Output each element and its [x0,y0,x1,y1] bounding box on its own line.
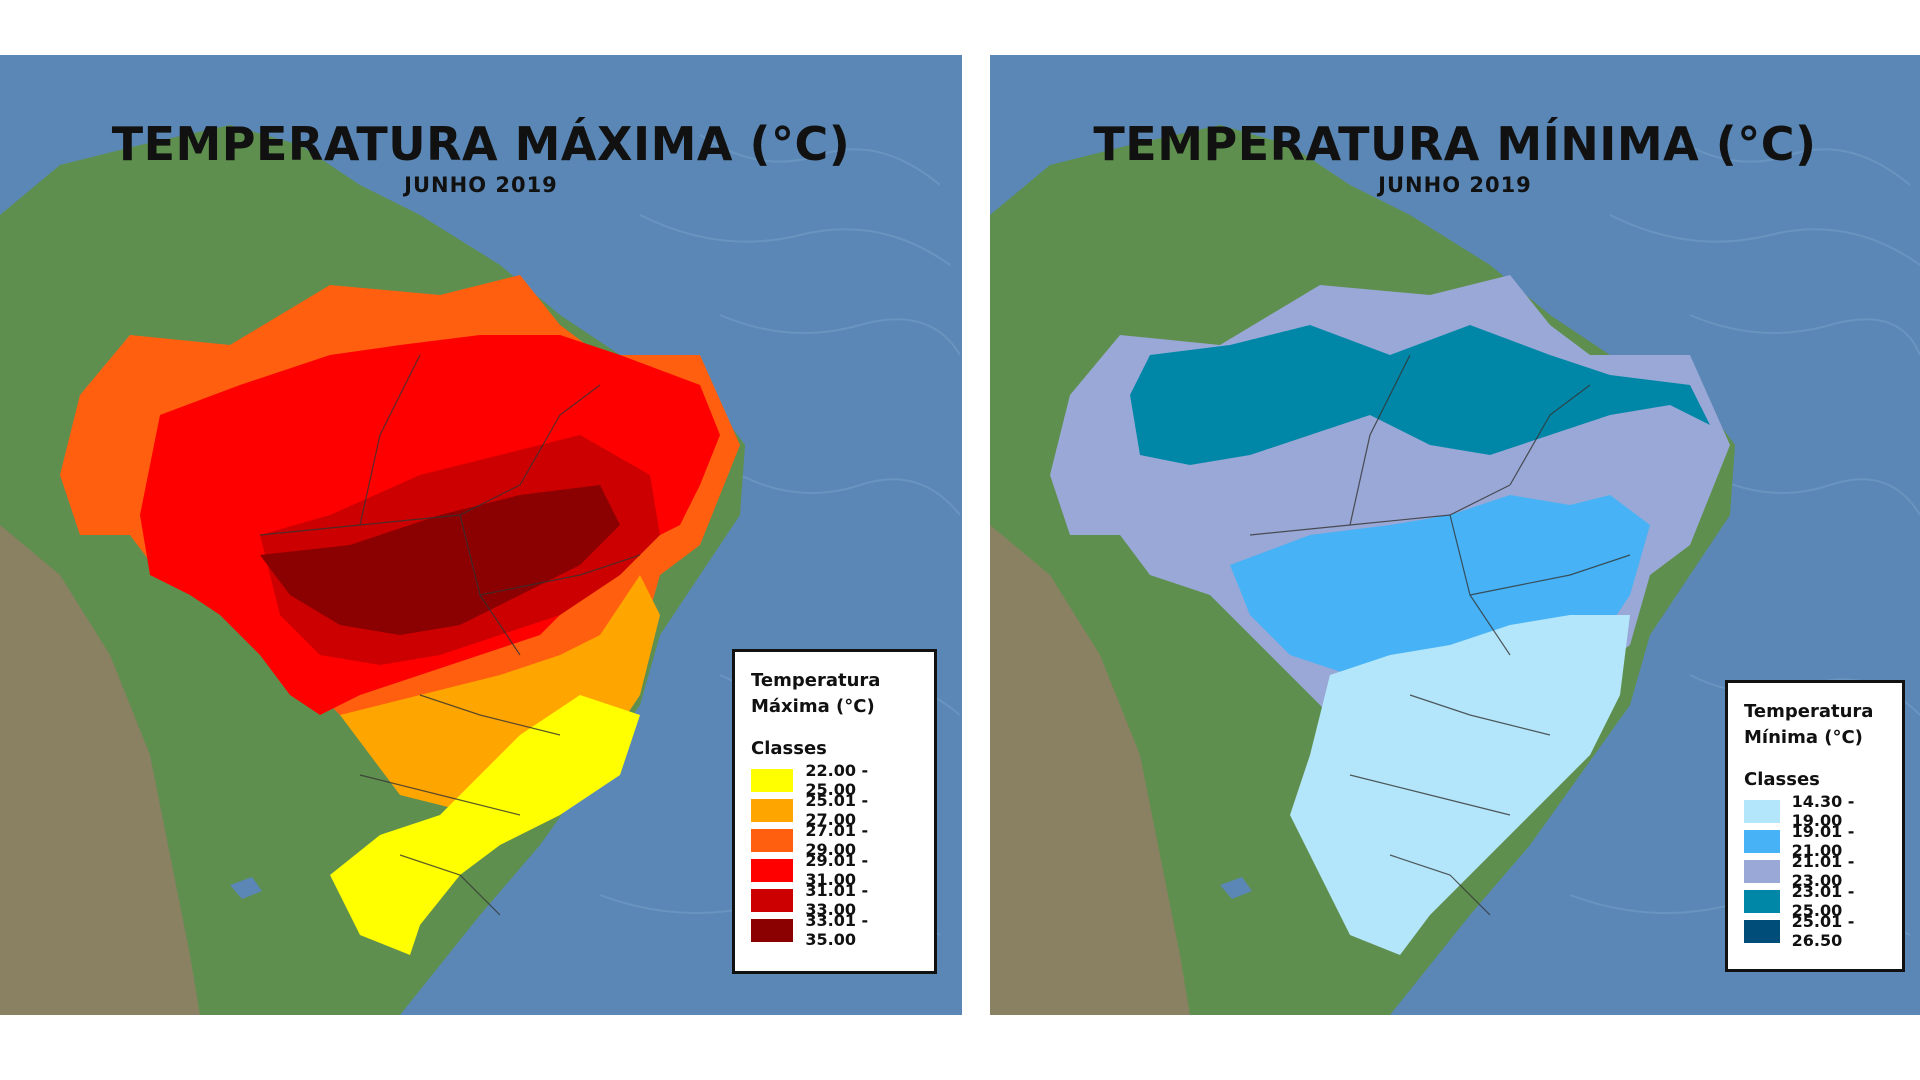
legend-label: 23.01 - 25.00 [1791,882,1855,920]
state-borders [1249,354,1631,916]
legend-swatch [751,888,794,912]
legend-swatch [1744,919,1780,943]
legend-swatch [1744,889,1780,913]
brazil-temperature-zones [1050,275,1730,955]
legend-swatch [751,918,794,942]
legend-label: 31.01 - 33.00 [805,881,869,919]
max-temp-map-panel: TEMPERATURA MÁXIMA (°C) JUNHO 2019 Tempe… [0,55,962,1015]
legend-label: 19.01 - 21.00 [1791,822,1855,860]
map-legend: Temperatura Mínima (°C) Classes 14.30 - … [1725,680,1905,972]
legend-label: 29.01 - 31.00 [805,851,869,889]
lake-titicaca [1220,877,1252,899]
legend-item: 25.01 - 26.50 [1744,912,1888,950]
lake-titicaca [230,877,262,899]
legend-swatch [1744,799,1780,823]
legend-item: 27.01 - 29.00 [751,821,920,859]
map-title: TEMPERATURA MÍNIMA (°C) [1093,117,1817,171]
legend-label: 21.01 - 23.00 [1791,852,1855,890]
zone-22-25 [330,695,640,955]
legend-item: 14.30 - 19.00 [1744,792,1888,830]
legend-item: 33.01 - 35.00 [751,911,920,949]
legend-item: 21.01 - 23.00 [1744,852,1888,890]
legend-classes-label: Classes [751,738,827,759]
legend-label: 25.01 - 27.00 [805,791,869,829]
legend-title: Temperatura Máxima (°C) [751,670,881,717]
legend-swatch [751,798,794,822]
map-legend: Temperatura Máxima (°C) Classes 22.00 - … [732,649,937,974]
map-subtitle: JUNHO 2019 [1378,173,1532,197]
legend-label: 22.00 - 25.00 [805,761,869,799]
legend-item: 25.01 - 27.00 [751,791,920,829]
zone-14-19 [1290,615,1630,955]
legend-item: 22.00 - 25.00 [751,761,920,799]
legend-item: 31.01 - 33.00 [751,881,920,919]
legend-item: 29.01 - 31.00 [751,851,920,889]
state-borders [259,354,641,916]
map-subtitle: JUNHO 2019 [404,173,558,197]
legend-swatch [1744,859,1780,883]
legend-title: Temperatura Mínima (°C) [1744,701,1874,748]
legend-swatch [751,858,794,882]
legend-label: 27.01 - 29.00 [805,821,869,859]
legend-classes-label: Classes [1744,769,1820,790]
andes-mountains [0,525,200,1015]
map-title: TEMPERATURA MÁXIMA (°C) [111,117,851,171]
legend-swatch [1744,829,1780,853]
legend-swatch [751,828,794,852]
legend-item: 23.01 - 25.00 [1744,882,1888,920]
legend-label: 25.01 - 26.50 [1791,912,1855,950]
min-temp-map-panel: TEMPERATURA MÍNIMA (°C) JUNHO 2019 Tempe… [990,55,1920,1015]
legend-item: 19.01 - 21.00 [1744,822,1888,860]
legend-label: 14.30 - 19.00 [1791,792,1855,830]
brazil-temperature-zones [60,275,740,955]
legend-label: 33.01 - 35.00 [805,911,869,949]
legend-swatch [751,768,794,792]
andes-mountains [990,525,1190,1015]
max-temp-map [0,55,962,1015]
zone-23-25 [1130,325,1710,465]
zone-33-35 [260,485,620,635]
